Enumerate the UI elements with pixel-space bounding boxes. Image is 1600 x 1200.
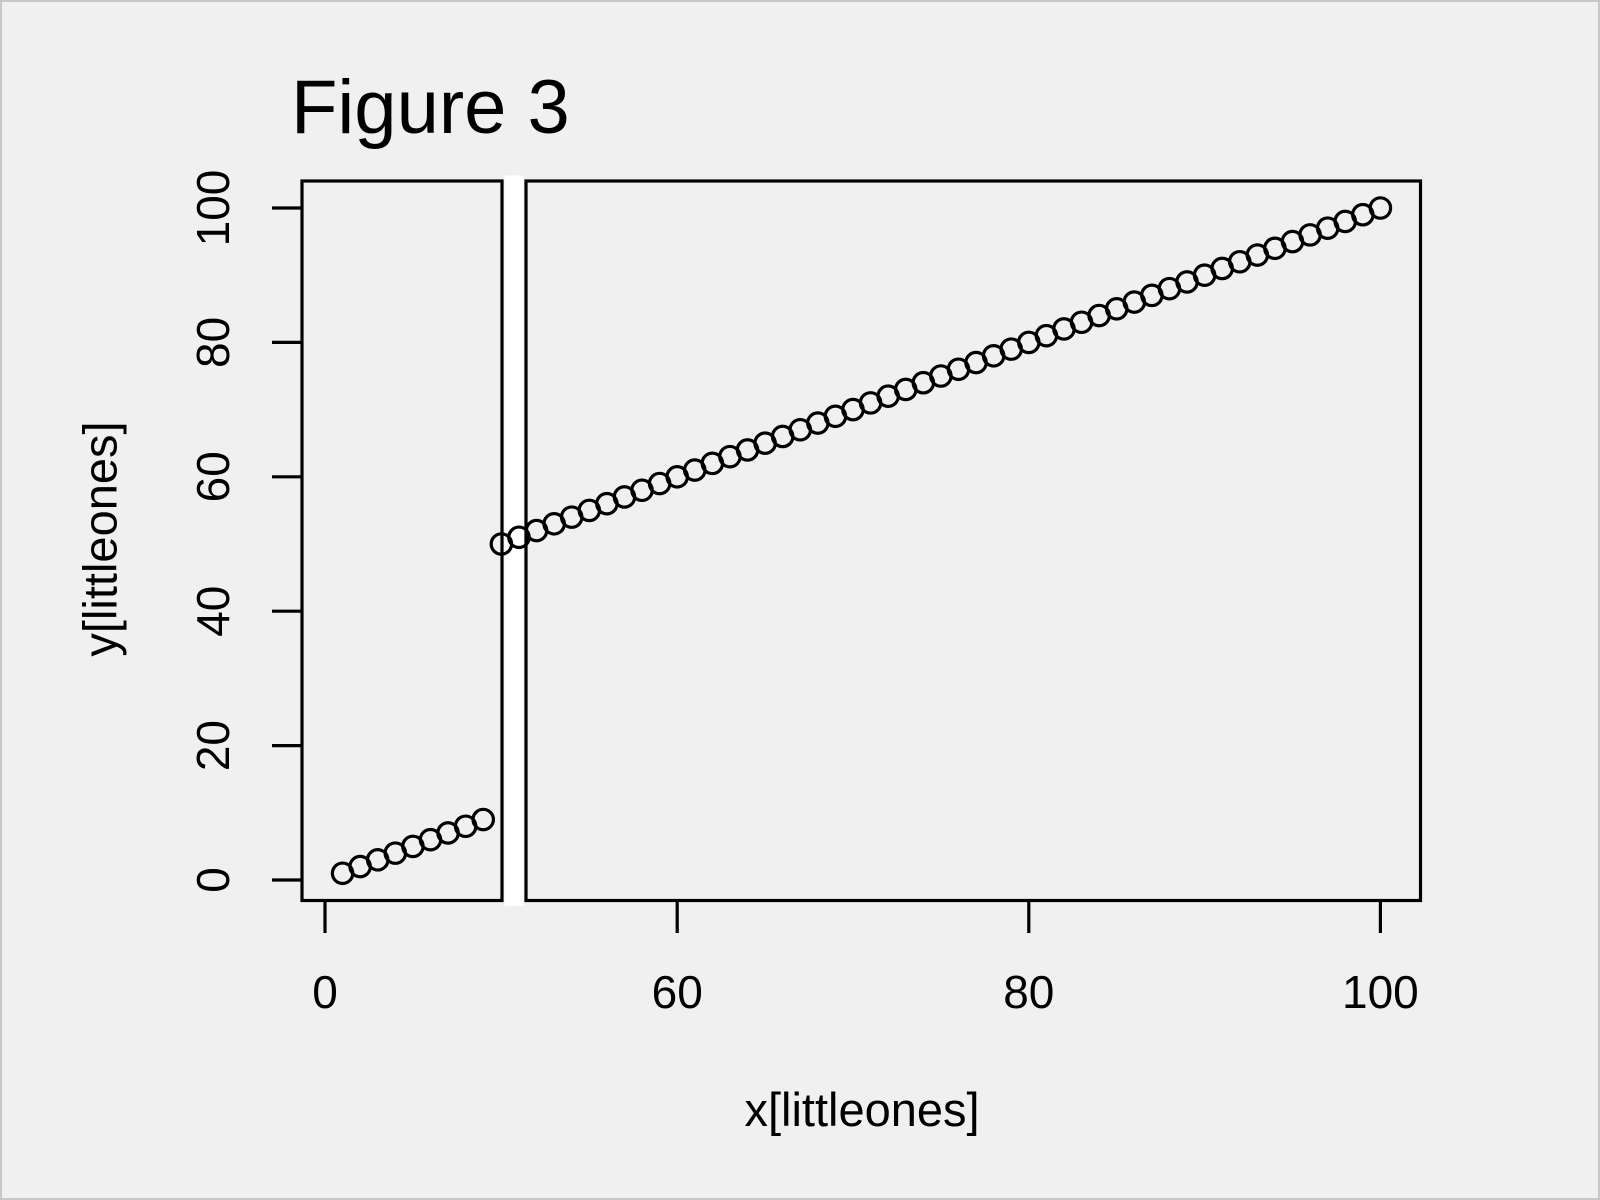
y-tick-label: 60 bbox=[187, 451, 239, 502]
data-point bbox=[471, 807, 496, 832]
y-tick-label: 40 bbox=[187, 586, 239, 637]
data-point bbox=[1368, 196, 1393, 220]
y-tick-label: 0 bbox=[187, 867, 239, 893]
x-tick-label: 60 bbox=[652, 966, 703, 1018]
x-tick-label: 80 bbox=[1003, 966, 1054, 1018]
y-axis-label: y[littleones] bbox=[73, 421, 127, 657]
left-panel-border bbox=[300, 179, 504, 903]
x-tick-label: 100 bbox=[1342, 966, 1419, 1018]
right-panel-border bbox=[524, 179, 1423, 903]
axis-gap-strip bbox=[504, 175, 524, 906]
y-tick-label: 100 bbox=[187, 170, 239, 247]
x-axis-label: x[littleones] bbox=[744, 1083, 980, 1136]
x-tick-label: 0 bbox=[312, 966, 338, 1018]
y-tick-label: 80 bbox=[187, 317, 239, 368]
chart-title: Figure 3 bbox=[291, 65, 570, 150]
y-tick-label: 20 bbox=[187, 720, 239, 771]
